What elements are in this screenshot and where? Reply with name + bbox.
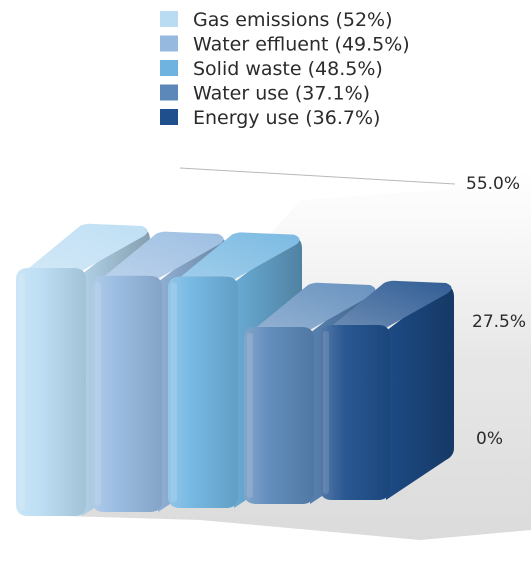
- legend-label: Energy use (36.7%): [193, 107, 380, 129]
- legend-item: Solid waste (48.5%): [160, 58, 383, 80]
- legend-swatch: [160, 109, 178, 125]
- legend: Gas emissions (52%) Water effluent (49.5%…: [160, 9, 410, 129]
- legend-label: Gas emissions (52%): [193, 9, 393, 31]
- legend-item: Energy use (36.7%): [160, 107, 380, 129]
- legend-swatch: [160, 35, 178, 52]
- bar: [320, 280, 454, 500]
- legend-label: Water use (37.1%): [193, 83, 370, 105]
- legend-item: Gas emissions (52%): [160, 9, 393, 31]
- legend-item: Water use (37.1%): [160, 83, 370, 105]
- legend-label: Water effluent (49.5%): [193, 34, 410, 56]
- bars: [16, 223, 454, 516]
- y-tick-label: 27.5%: [472, 312, 526, 332]
- y-axis: 0% 27.5% 55.0%: [179, 167, 526, 449]
- legend-swatch: [160, 11, 178, 27]
- legend-swatch: [160, 84, 178, 101]
- legend-swatch: [160, 60, 178, 76]
- legend-label: Solid waste (48.5%): [193, 58, 383, 80]
- legend-item: Water effluent (49.5%): [160, 34, 410, 56]
- y-tick-label: 55.0%: [466, 174, 520, 194]
- y-tick-label: 0%: [476, 429, 503, 449]
- max-gridline: [179, 167, 456, 185]
